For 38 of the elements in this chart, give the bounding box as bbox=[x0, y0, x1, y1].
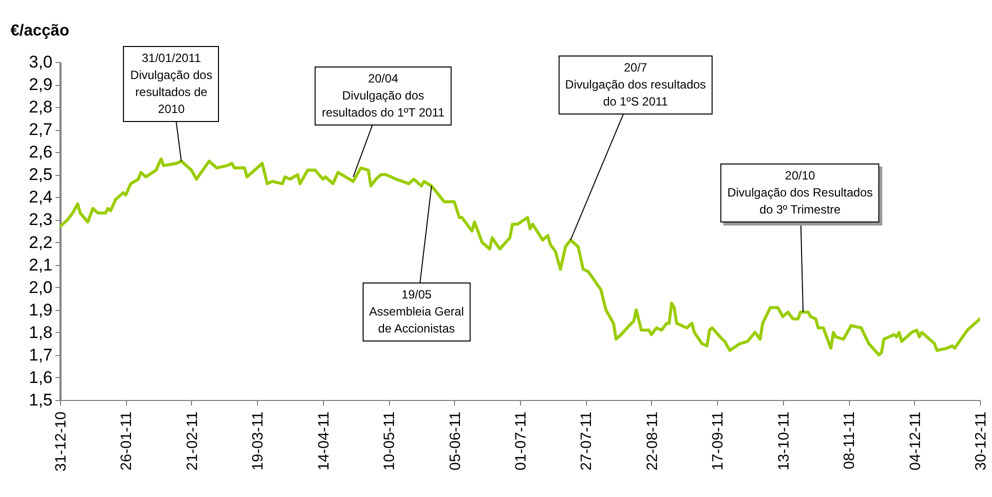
y-tick-label: 2,2 bbox=[28, 232, 52, 252]
x-tick-label: 05-06-11 bbox=[446, 412, 464, 470]
y-tick-label: 2,5 bbox=[28, 165, 52, 184]
x-tick-label: 10-05-11 bbox=[381, 412, 398, 470]
callout-box: 19/05 Assembleia Geral de Accionistas bbox=[362, 282, 471, 342]
y-tick-label: 2,1 bbox=[28, 255, 52, 274]
y-tick-label: 2,7 bbox=[28, 120, 52, 140]
y-tick-label: 2,8 bbox=[28, 98, 52, 117]
x-tick-label: 14-04-11 bbox=[315, 412, 332, 470]
x-tick-label: 17-09-11 bbox=[710, 412, 727, 470]
callout-box: 20/7 Divulgação dos resultados do 1ºS 2011 bbox=[558, 56, 713, 114]
line-series bbox=[60, 157, 980, 356]
y-tick-label: 3,0 bbox=[28, 52, 52, 72]
x-tick-label: 21-02-11 bbox=[184, 412, 201, 470]
y-axis-title: €/acção bbox=[10, 22, 70, 40]
x-tick-label: 08-11-11 bbox=[841, 412, 858, 470]
x-tick-label: 04-12-11 bbox=[906, 412, 924, 470]
y-tick-label: 2,4 bbox=[28, 188, 52, 207]
x-tick-label: 01-07-11 bbox=[512, 412, 530, 470]
y-tick-label: 1,9 bbox=[28, 300, 52, 320]
x-tick-label: 19-03-11 bbox=[250, 412, 267, 470]
x-tick-label: 30-12-11 bbox=[972, 412, 990, 470]
y-tick-label: 2,3 bbox=[28, 210, 52, 230]
y-tick-label: 1,7 bbox=[28, 345, 52, 364]
y-tick-label: 2,9 bbox=[28, 75, 52, 94]
callout-box: 20/10 Divulgação dos Resultados do 3º Trimestre bbox=[720, 164, 880, 223]
y-tick-label: 2,0 bbox=[28, 278, 52, 297]
x-tick-label: 26-01-11 bbox=[118, 412, 136, 470]
y-tick-label: 2,6 bbox=[28, 142, 52, 162]
y-tick-label: 1,6 bbox=[28, 368, 52, 387]
y-tick-label: 1,5 bbox=[28, 390, 52, 410]
x-tick-label: 22-08-11 bbox=[644, 412, 661, 470]
x-tick-label: 31-12-10 bbox=[52, 412, 70, 472]
x-tick-label: 27-07-11 bbox=[578, 412, 596, 470]
callout-box: 20/04 Divulgação dos resultados do 1ºT 2011 bbox=[314, 66, 452, 126]
callout-box: 31/01/2011 Divulgação dos resultados de 2010 bbox=[123, 46, 220, 122]
y-tick-label: 1,8 bbox=[28, 322, 52, 342]
x-tick-label: 13-10-11 bbox=[775, 412, 792, 470]
